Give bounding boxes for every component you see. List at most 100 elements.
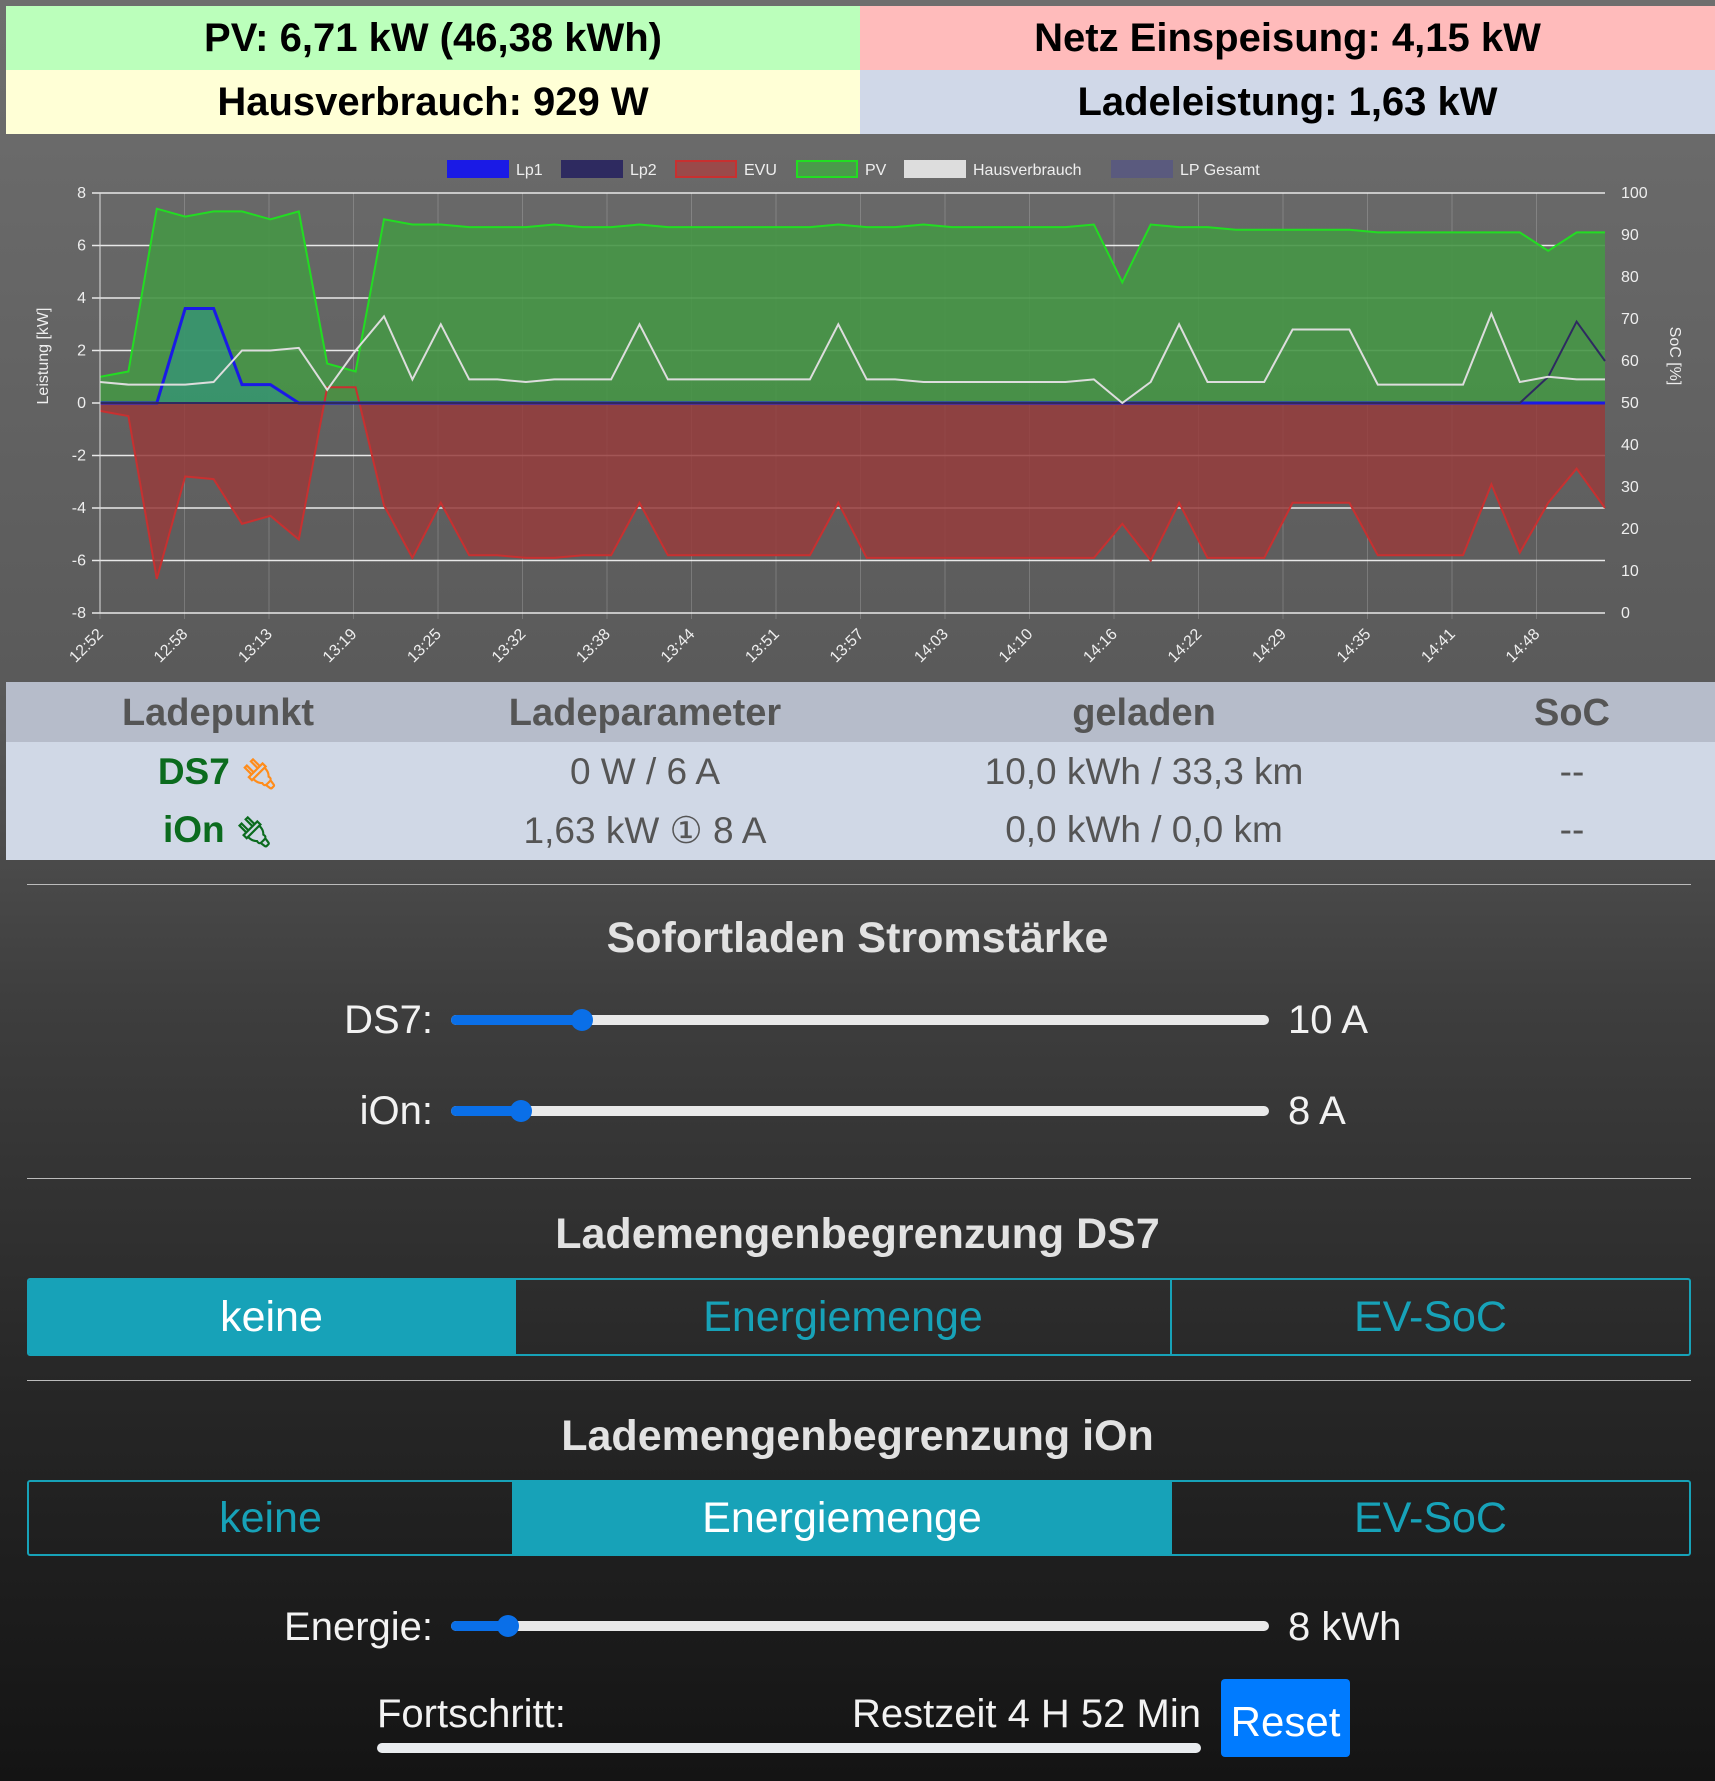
y-tick-label: 2 <box>77 343 86 360</box>
header-soc: SoC <box>1534 692 1610 734</box>
header-geladen: geladen <box>1072 692 1216 734</box>
slider-fill <box>451 1106 521 1116</box>
x-tick-label: 14:41 <box>1418 626 1458 666</box>
charging-summary: Ladeleistung: 1,63 kW <box>860 70 1715 134</box>
progress-label: Fortschritt: <box>377 1692 566 1736</box>
x-tick-label: 12:58 <box>151 626 191 666</box>
y-tick-label: -2 <box>72 448 86 465</box>
y-tick-label: 8 <box>77 185 86 202</box>
legend-label-lp1: Lp1 <box>516 162 543 179</box>
x-tick-label: 14:16 <box>1080 626 1120 666</box>
y2-tick-label: 50 <box>1621 395 1639 412</box>
x-tick-label: 14:03 <box>911 626 951 666</box>
series-evu-area <box>100 387 1605 579</box>
energy-value: 8 kWh <box>1288 1605 1402 1649</box>
y2-tick-label: 70 <box>1621 311 1639 328</box>
divider <box>27 1178 1691 1179</box>
plug-icon: 🔌︎ <box>240 758 279 791</box>
header-ladeparameter: Ladeparameter <box>508 692 782 734</box>
x-tick-label: 13:38 <box>573 626 613 666</box>
soc-value: -- <box>1559 809 1585 850</box>
ion-current-value: 8 A <box>1288 1089 1346 1133</box>
limit-ds7-button-group: keine Energiemenge EV-SoC <box>27 1278 1691 1356</box>
charge-point-label: DS7 <box>157 751 230 792</box>
ion-current-slider[interactable] <box>451 1100 1269 1122</box>
divider <box>27 884 1691 885</box>
series-evu-line <box>99 386 1606 580</box>
x-tick-label: 13:13 <box>235 626 275 666</box>
x-tick-label: 13:57 <box>827 626 867 666</box>
soc-value: -- <box>1559 751 1585 792</box>
y-tick-label: -4 <box>72 500 86 517</box>
series-pv-line <box>99 207 1605 378</box>
ds7-current-value: 10 A <box>1288 998 1369 1042</box>
ion-current-label: iOn: <box>359 1089 433 1133</box>
y2-tick-label: 20 <box>1621 521 1639 538</box>
energy-label: Energie: <box>284 1605 433 1649</box>
legend-label-lp-gesamt: LP Gesamt <box>1180 162 1260 179</box>
slider-thumb[interactable] <box>570 1009 593 1031</box>
y2-tick-label: 60 <box>1621 353 1639 370</box>
series-pv-area <box>100 208 1605 403</box>
legend-label-pv: PV <box>865 162 887 179</box>
table-row: iOn 🔌︎ 1,63 kW ① 8 A 0,0 kWh / 0,0 km -- <box>6 801 1715 860</box>
limit-ion-button-group: keine Energiemenge EV-SoC <box>27 1480 1691 1556</box>
plug-icon: 🔌︎ <box>234 816 274 849</box>
table-header: Ladepunkt Ladeparameter geladen SoC <box>6 682 1715 742</box>
legend-label-hausverbrauch: Hausverbrauch <box>973 162 1082 179</box>
y-tick-label: 4 <box>77 290 86 307</box>
limit-ion-energiemenge-button[interactable]: Energiemenge <box>512 1482 1170 1554</box>
legend-swatch-lp2 <box>561 160 623 178</box>
series-lp1-area <box>100 308 1605 403</box>
y-tick-label: 0 <box>77 395 86 412</box>
y-tick-label: -8 <box>72 605 86 622</box>
x-tick-label: 12:52 <box>66 626 106 666</box>
limit-ion-keine-button[interactable]: keine <box>219 1493 322 1542</box>
charge-parameters: 0 W / 6 A <box>569 751 721 792</box>
y2-tick-label: 10 <box>1621 563 1639 580</box>
energy-slider[interactable] <box>451 1615 1269 1637</box>
x-tick-label: 13:51 <box>742 626 782 666</box>
remaining-time: Restzeit 4 H 52 Min <box>851 1692 1201 1736</box>
charged-amount: 0,0 kWh / 0,0 km <box>1005 809 1283 850</box>
charge-point-name[interactable]: iOn 🔌︎ <box>163 809 273 851</box>
limit-ion-evsoc-button[interactable]: EV-SoC <box>1170 1482 1689 1554</box>
y2-tick-label: 30 <box>1621 479 1639 496</box>
limit-ds7-title: Lademengenbegrenzung DS7 <box>555 1210 1160 1258</box>
charge-point-name[interactable]: DS7 🔌︎ <box>158 751 278 793</box>
slider-thumb[interactable] <box>509 1100 532 1122</box>
y-axis-label: Leistung [kW] <box>35 308 52 405</box>
charge-parameters: 1,63 kW ① 8 A <box>523 810 767 851</box>
y2-axis-label: SoC [%] <box>1666 327 1683 386</box>
reset-button[interactable]: Reset <box>1221 1679 1350 1757</box>
slider-thumb[interactable] <box>497 1615 520 1637</box>
grid-summary: Netz Einspeisung: 4,15 kW <box>860 6 1715 70</box>
header-ladepunkt: Ladepunkt <box>121 692 315 734</box>
y2-tick-label: 0 <box>1621 605 1630 622</box>
x-tick-label: 14:29 <box>1249 626 1289 666</box>
legend-swatch-lp1 <box>447 160 509 178</box>
table-row: DS7 🔌︎ 0 W / 6 A 10,0 kWh / 33,3 km -- <box>6 742 1715 801</box>
limit-ds7-keine-button[interactable]: keine <box>29 1280 514 1354</box>
x-tick-label: 13:44 <box>658 626 698 666</box>
y2-tick-label: 40 <box>1621 437 1639 454</box>
legend-swatch-lp-gesamt <box>1111 160 1173 178</box>
charge-point-label: iOn <box>162 809 225 850</box>
house-summary: Hausverbrauch: 929 W <box>6 70 860 134</box>
x-tick-label: 14:22 <box>1165 626 1205 666</box>
progress-bar <box>377 1743 1201 1753</box>
ds7-current-slider[interactable] <box>451 1009 1269 1031</box>
legend-swatch-hausverbrauch <box>904 160 966 178</box>
legend-swatch-pv <box>796 160 858 178</box>
y-tick-label: -6 <box>72 553 86 570</box>
legend-label-lp2: Lp2 <box>630 162 657 179</box>
x-tick-label: 13:25 <box>404 626 444 666</box>
limit-ds7-evsoc-button[interactable]: EV-SoC <box>1170 1280 1689 1354</box>
charged-amount: 10,0 kWh / 33,3 km <box>984 751 1304 792</box>
x-tick-label: 14:48 <box>1503 626 1543 666</box>
limit-ds7-energiemenge-button[interactable]: Energiemenge <box>514 1280 1170 1354</box>
pv-summary: PV: 6,71 kW (46,38 kWh) <box>6 6 860 70</box>
legend-swatch-evu <box>675 160 737 178</box>
x-tick-label: 13:19 <box>320 626 360 666</box>
y2-tick-label: 100 <box>1621 185 1648 202</box>
